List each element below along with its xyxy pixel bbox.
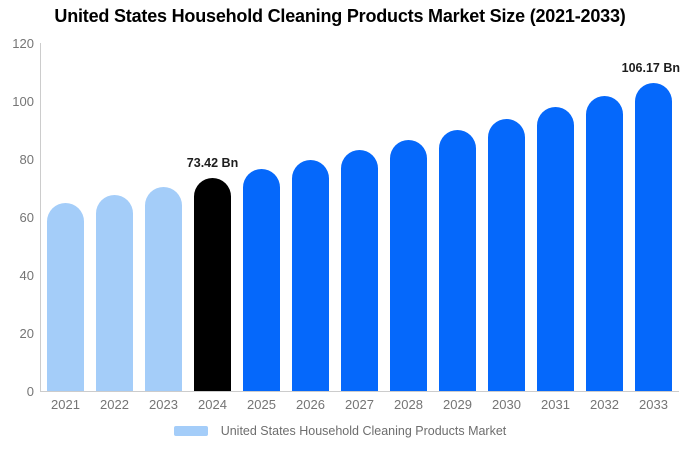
bar-2024[interactable] <box>194 178 231 391</box>
x-axis-label-2033: 2033 <box>639 397 668 412</box>
bar-slot-2030 <box>482 43 531 391</box>
x-axis-label-2021: 2021 <box>51 397 80 412</box>
y-axis-tick-label: 0 <box>26 383 34 399</box>
bar-2030[interactable] <box>488 118 525 391</box>
legend-swatch <box>173 426 208 436</box>
bar-value-label-2033: 106.17 Bn <box>621 61 680 76</box>
x-axis-label-2029: 2029 <box>443 397 472 412</box>
x-axis-labels: 2021 2022 2023 2024 2025 2026 2027 2028 2029 2030… <box>41 397 678 412</box>
bar-slot-2026 <box>286 43 335 391</box>
y-axis: 0 20 40 60 80 100 120 <box>0 0 34 450</box>
bar-slot-2031 <box>531 43 580 391</box>
y-axis-tick-label: 80 <box>19 151 34 167</box>
x-axis-label-2032: 2032 <box>590 397 619 412</box>
bar-2029[interactable] <box>439 129 476 391</box>
x-axis-label-2028: 2028 <box>394 397 423 412</box>
bar-2031[interactable] <box>537 107 574 391</box>
bar-slot-2029 <box>433 43 482 391</box>
bar-2032[interactable] <box>586 95 623 391</box>
plot-area: 73.42 Bn 106.17 Bn <box>41 43 680 391</box>
bar-slot-2025 <box>237 43 286 391</box>
y-axis-tick-label: 20 <box>19 325 34 341</box>
y-axis-line <box>40 43 41 392</box>
bar-2021[interactable] <box>47 202 84 391</box>
bar-slot-2022 <box>90 43 139 391</box>
x-axis-line <box>40 391 679 392</box>
bar-2028[interactable] <box>390 140 427 391</box>
bar-slot-2023 <box>139 43 188 391</box>
x-axis-label-2025: 2025 <box>247 397 276 412</box>
x-axis-label-2030: 2030 <box>492 397 521 412</box>
bar-slot-2033: 106.17 Bn <box>622 43 680 391</box>
bar-2023[interactable] <box>145 186 182 391</box>
bar-value-label-2024: 73.42 Bn <box>186 156 239 171</box>
y-axis-tick-label: 40 <box>19 267 34 283</box>
x-axis-label-2027: 2027 <box>345 397 374 412</box>
x-axis-label-2023: 2023 <box>149 397 178 412</box>
bar-slot-2024: 73.42 Bn <box>186 43 239 391</box>
y-axis-tick-label: 60 <box>19 209 34 225</box>
x-axis-label-2022: 2022 <box>100 397 129 412</box>
chart-title: United States Household Cleaning Product… <box>54 6 626 26</box>
bar-2026[interactable] <box>292 159 329 391</box>
x-axis-label-2024: 2024 <box>198 397 227 412</box>
x-axis-label-2026: 2026 <box>296 397 325 412</box>
x-axis-label-2031: 2031 <box>541 397 570 412</box>
bar-slot-2021 <box>41 43 90 391</box>
y-axis-tick-label: 120 <box>12 35 34 51</box>
bar-2022[interactable] <box>96 194 133 391</box>
bar-2027[interactable] <box>341 150 378 391</box>
legend[interactable]: United States Household Cleaning Product… <box>0 424 680 438</box>
bar-2025[interactable] <box>243 169 280 391</box>
bar-slot-2027 <box>335 43 384 391</box>
bar-slot-2032 <box>580 43 629 391</box>
legend-label: United States Household Cleaning Product… <box>220 424 507 438</box>
bar-slot-2028 <box>384 43 433 391</box>
y-axis-tick-label: 100 <box>12 93 34 109</box>
bar-2033[interactable] <box>635 83 672 391</box>
